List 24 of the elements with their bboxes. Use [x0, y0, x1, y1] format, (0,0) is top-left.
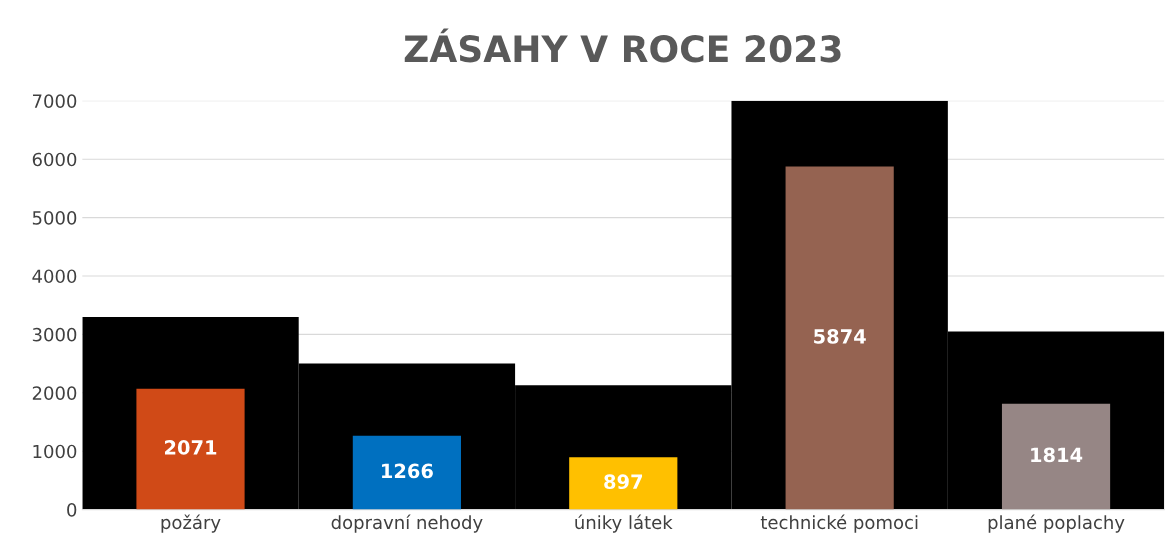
data-label: 1814: [1031, 447, 1083, 463]
y-tick-label: 1000: [33, 444, 77, 459]
bar: [136, 388, 245, 510]
y-tick-label: 5000: [32, 211, 77, 225]
chart-title: ZÁSAHY V ROCE 2023: [404, 28, 841, 63]
y-tick-label: 3000: [32, 327, 77, 342]
x-tick-label: úniky látek: [575, 514, 673, 533]
y-tick-label: 7000: [32, 94, 77, 108]
x-tick-label: plané poplachy: [988, 514, 1125, 533]
bar: [785, 166, 894, 510]
y-tick-label: 2000: [32, 386, 77, 400]
x-tick-label: dopravní nehody: [331, 514, 483, 533]
data-label: 5874: [814, 329, 866, 344]
y-tick-label: 0: [67, 503, 77, 517]
bar: [569, 457, 678, 510]
data-label: 897: [604, 474, 643, 490]
data-label: 1266: [382, 463, 433, 479]
data-label: 2071: [164, 440, 217, 455]
y-tick-label: 6000: [32, 152, 77, 167]
x-tick-label: technické pomoci: [760, 514, 918, 533]
bar: [352, 435, 461, 510]
x-tick-label: požáry: [161, 514, 221, 533]
bar: [1001, 403, 1111, 510]
y-tick-label: 4000: [32, 269, 77, 284]
